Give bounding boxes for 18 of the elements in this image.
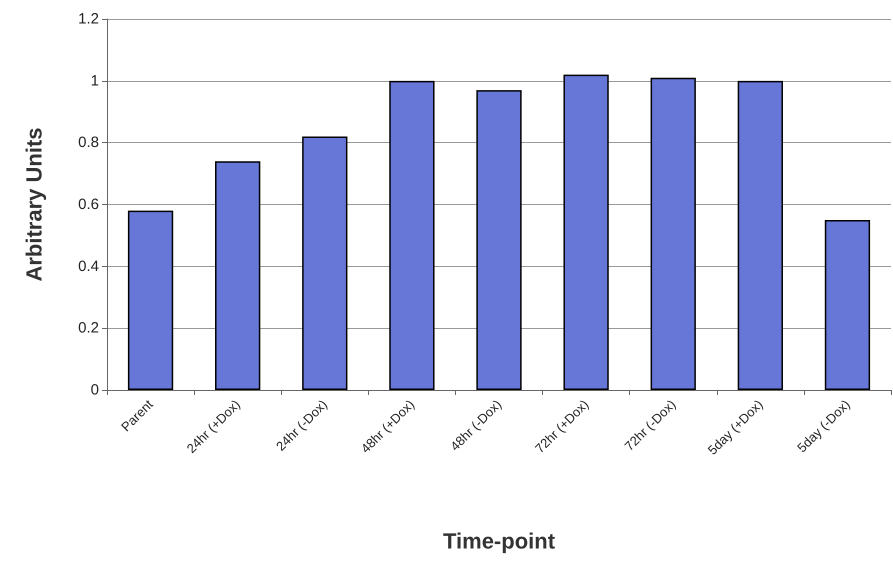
y-tick-label: 1.2: [78, 10, 99, 28]
bar: [824, 220, 870, 390]
bar: [476, 90, 522, 390]
x-axis-title: Time-point: [442, 528, 556, 554]
bar: [389, 80, 435, 390]
y-tick-label: 0: [90, 382, 99, 398]
y-tick-label: 0.2: [78, 320, 99, 337]
bar: [302, 136, 348, 390]
y-axis-title: Arbitrary Units: [22, 127, 46, 282]
y-tick-label: 1: [90, 72, 99, 90]
bar: [128, 210, 174, 390]
y-tick-label: 0.6: [78, 196, 99, 213]
bar: [650, 78, 696, 390]
bar: [738, 80, 783, 390]
y-tick-label: 0.4: [78, 258, 99, 275]
y-tick-label: 0.8: [78, 134, 99, 152]
bar: [563, 74, 609, 390]
bar: [215, 161, 260, 390]
